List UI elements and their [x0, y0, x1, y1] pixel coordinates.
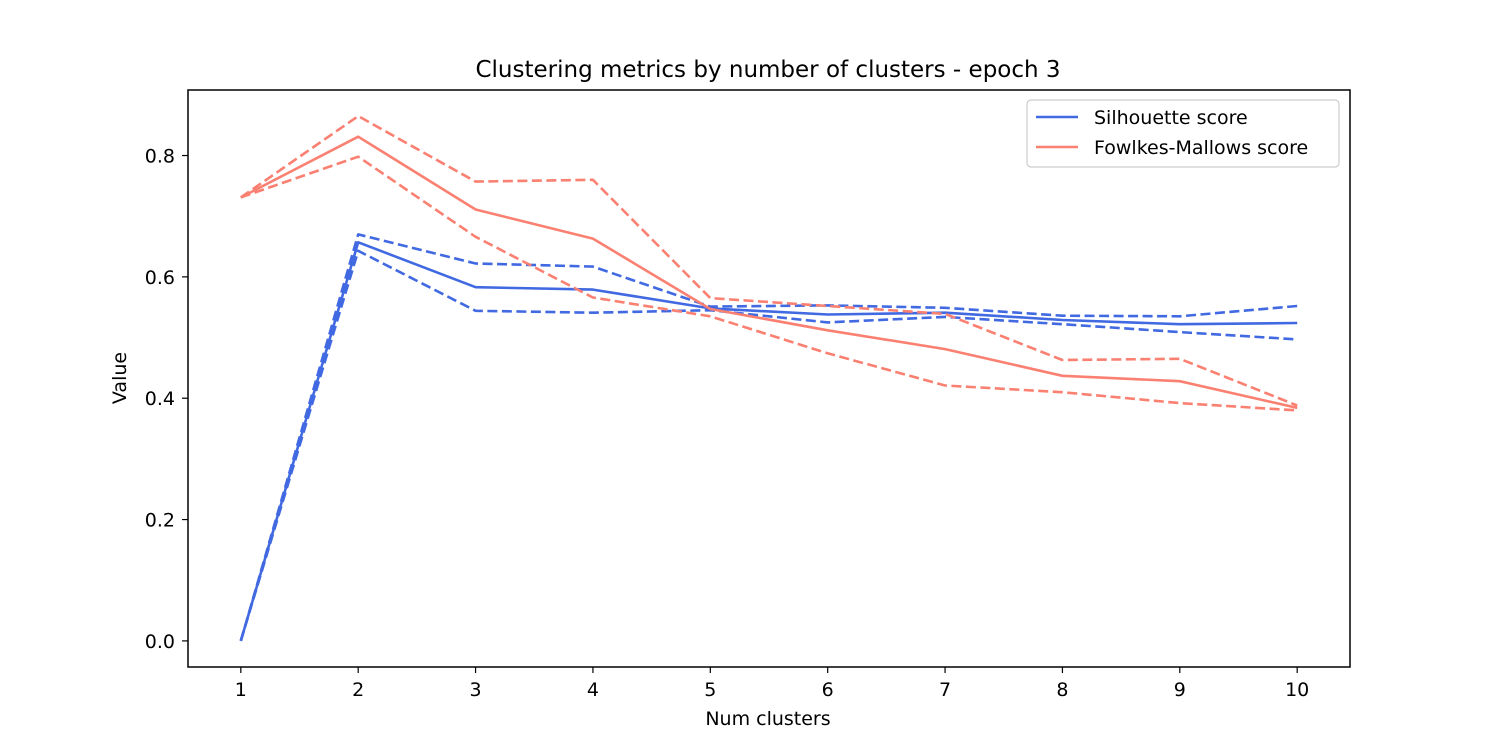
series-line-0: [239, 241, 1298, 642]
x-tick-label: 9: [1174, 679, 1186, 701]
legend-box: [1026, 99, 1340, 168]
series-line-2: [239, 249, 1298, 642]
y-tick-label: 0.4: [145, 388, 175, 410]
x-tick-label: 8: [1056, 679, 1068, 701]
x-tick-label: 1: [235, 679, 247, 701]
y-tick-label: 0.2: [145, 510, 175, 532]
x-tick-label: 5: [704, 679, 716, 701]
x-tick-label: 7: [939, 679, 951, 701]
y-axis: 0.0 0.2 0.4 0.6 0.8: [145, 146, 188, 653]
series-line-1: [239, 233, 1298, 642]
legend-label-silhouette: Silhouette score: [1094, 107, 1248, 129]
series-line-5: [240, 155, 1298, 412]
x-tick-label: 4: [587, 679, 599, 701]
x-axis-label: Num clusters: [705, 708, 830, 730]
chart-title: Clustering metrics by number of clusters…: [475, 57, 1060, 83]
x-axis: 1 2 3 4 5 6 7 8 9 10: [235, 667, 1309, 701]
legend-label-fowlkes-mallows: Fowlkes-Mallows score: [1094, 137, 1308, 159]
series-line-4: [240, 114, 1298, 407]
series-line-3: [240, 135, 1298, 410]
x-tick-label: 3: [470, 679, 482, 701]
y-axis-label: Value: [109, 352, 131, 404]
y-tick-label: 0.0: [145, 631, 175, 653]
plot-frame: [187, 89, 1351, 668]
x-tick-label: 2: [352, 679, 364, 701]
y-tick-label: 0.6: [145, 267, 175, 289]
x-tick-label: 6: [822, 679, 834, 701]
y-tick-label: 0.8: [145, 146, 175, 168]
legend: Silhouette score Fowlkes-Mallows score: [1026, 99, 1340, 168]
x-tick-label: 10: [1285, 679, 1309, 701]
series-layer: [239, 114, 1298, 642]
